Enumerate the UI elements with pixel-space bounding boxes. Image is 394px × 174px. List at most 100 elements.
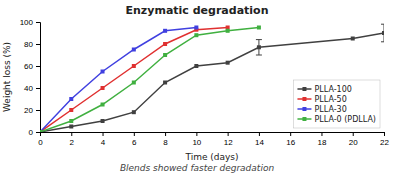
y-tick-mark xyxy=(36,66,40,67)
line xyxy=(40,33,384,132)
point xyxy=(163,81,167,85)
x-tick-mark xyxy=(103,132,104,136)
x-tick-label: 14 xyxy=(255,138,264,147)
x-tick-mark xyxy=(165,132,166,136)
point xyxy=(163,53,167,57)
series xyxy=(40,24,384,132)
x-tick: 2 xyxy=(70,132,75,147)
point xyxy=(132,81,136,85)
point xyxy=(194,64,198,68)
error-bar-cap xyxy=(381,24,384,25)
y-tick-mark xyxy=(36,22,40,23)
y-tick-mark xyxy=(36,110,40,111)
point xyxy=(40,130,42,132)
line xyxy=(40,28,196,133)
point xyxy=(69,108,73,112)
point xyxy=(40,130,42,132)
x-tick-mark xyxy=(384,132,385,136)
x-tick-mark xyxy=(134,132,135,136)
x-tick-mark xyxy=(228,132,229,136)
legend-item: PLLA-50 xyxy=(297,95,346,104)
y-axis-title: Weight loss (%) xyxy=(2,42,12,112)
x-tick-label: 16 xyxy=(286,138,295,147)
legend-label: PLLA-100 xyxy=(314,85,351,94)
point xyxy=(101,119,105,123)
y-tick: 100 xyxy=(20,18,40,27)
point xyxy=(257,45,261,49)
point xyxy=(226,29,230,33)
x-tick-label: 22 xyxy=(380,138,389,147)
x-tick-label: 0 xyxy=(38,138,43,147)
x-tick: 0 xyxy=(38,132,43,147)
x-tick-mark xyxy=(290,132,291,136)
line xyxy=(40,28,259,133)
series xyxy=(40,26,230,133)
x-tick: 14 xyxy=(255,132,264,147)
x-tick: 12 xyxy=(224,132,233,147)
point xyxy=(351,37,355,41)
x-tick: 22 xyxy=(380,132,389,147)
annotation: Blends showed faster degradation xyxy=(120,163,274,173)
x-tick-label: 4 xyxy=(101,138,106,147)
x-tick: 10 xyxy=(192,132,201,147)
error-bar xyxy=(381,24,384,42)
x-tick-mark xyxy=(353,132,354,136)
point xyxy=(69,125,73,129)
y-tick: 40 xyxy=(24,84,40,93)
y-tick-mark xyxy=(36,44,40,45)
legend-label: PLLA-50 xyxy=(314,95,346,104)
x-tick: 16 xyxy=(286,132,295,147)
x-axis: 0246810121416182022 xyxy=(38,132,389,147)
legend: PLLA-100PLLA-50PLLA-30PLLA-0 (PDLLA) xyxy=(293,80,380,128)
point xyxy=(226,61,230,65)
x-tick: 6 xyxy=(132,132,137,147)
error-bar-cap xyxy=(256,55,262,56)
point xyxy=(382,31,384,35)
legend-marker xyxy=(302,87,306,91)
y-tick-label: 20 xyxy=(24,106,33,115)
point xyxy=(194,33,198,37)
y-tick-mark xyxy=(36,132,40,133)
x-tick: 20 xyxy=(349,132,358,147)
error-bar xyxy=(256,40,262,55)
x-tick-label: 8 xyxy=(163,138,168,147)
y-tick-label: 60 xyxy=(24,62,33,71)
y-tick-label: 40 xyxy=(24,84,33,93)
point xyxy=(101,86,105,90)
x-tick-label: 20 xyxy=(349,138,358,147)
y-tick-label: 80 xyxy=(24,40,33,49)
legend-frame xyxy=(293,80,380,128)
point xyxy=(40,130,42,132)
chart: Enzymatic degradation Blends showed faste… xyxy=(0,0,394,174)
x-tick-mark xyxy=(71,132,72,136)
y-tick-mark xyxy=(36,88,40,89)
title: Enzymatic degradation xyxy=(126,4,269,17)
series xyxy=(40,26,198,133)
point xyxy=(40,130,42,132)
y-tick-label: 100 xyxy=(20,18,34,27)
y-axis: 0 20 40 60 80 100 xyxy=(20,18,41,137)
point xyxy=(132,48,136,52)
legend-item: PLLA-30 xyxy=(297,105,346,114)
y-tick: 0 xyxy=(29,128,40,137)
x-tick-label: 10 xyxy=(192,138,201,147)
legend-label: PLLA-30 xyxy=(314,105,346,114)
legend-item: PLLA-100 xyxy=(297,85,351,94)
legend-marker xyxy=(302,117,306,121)
point xyxy=(194,26,198,30)
x-tick: 8 xyxy=(163,132,168,147)
legend-label: PLLA-0 (PDLLA) xyxy=(314,115,376,124)
point xyxy=(163,42,167,46)
legend-item: PLLA-0 (PDLLA) xyxy=(297,115,376,124)
x-axis-title: Time (days) xyxy=(184,152,238,162)
line xyxy=(40,28,228,133)
point xyxy=(132,110,136,114)
point xyxy=(69,119,73,123)
x-tick-mark xyxy=(321,132,322,136)
y-tick: 60 xyxy=(24,62,40,71)
x-tick-label: 6 xyxy=(132,138,137,147)
x-tick-label: 2 xyxy=(70,138,75,147)
point xyxy=(132,64,136,68)
x-tick-mark xyxy=(259,132,260,136)
marks xyxy=(40,24,384,132)
